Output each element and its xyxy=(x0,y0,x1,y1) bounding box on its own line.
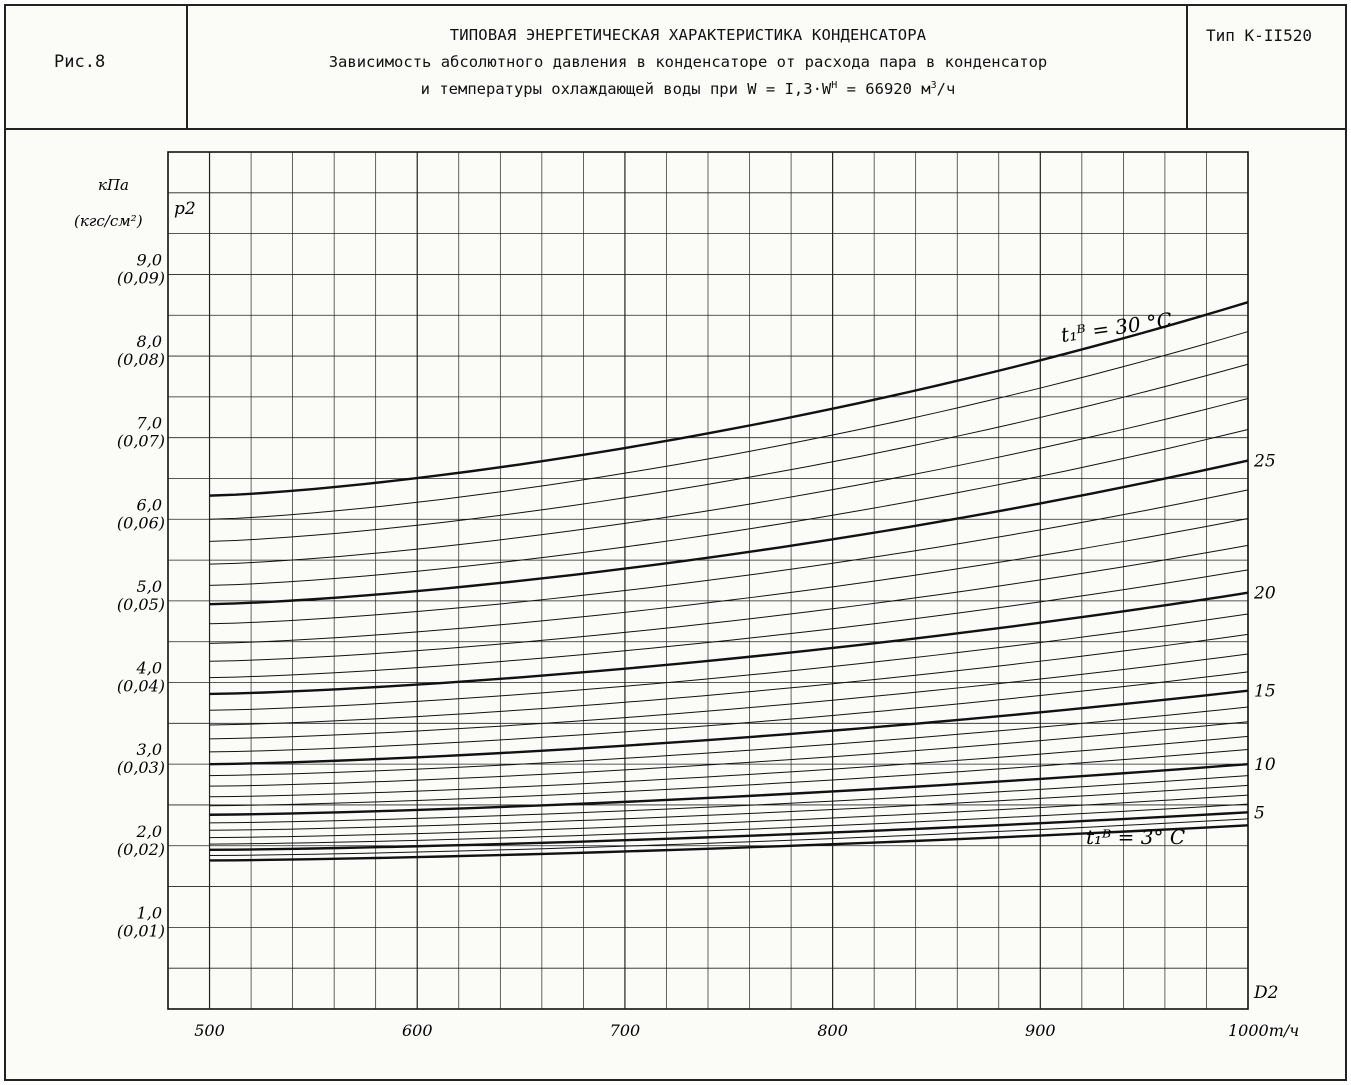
series-line-t21 xyxy=(209,569,1249,679)
series-line-t23 xyxy=(209,517,1249,644)
series-line-t7 xyxy=(209,794,1249,839)
series-line-t3 xyxy=(209,824,1249,862)
series-line-t17 xyxy=(209,653,1249,740)
type-label-cell: Тип К-II520 xyxy=(1188,6,1345,128)
title-line-3: и температуры охлаждающей воды при W = I… xyxy=(188,80,1188,98)
y-tick-sublabel: (0,01) xyxy=(117,921,165,940)
title-block: Рис.8 ТИПОВАЯ ЭНЕРГЕТИЧЕСКАЯ ХАРАКТЕРИСТ… xyxy=(6,6,1345,130)
y-tick-label: 7,0 xyxy=(137,414,162,433)
series-line-t12 xyxy=(209,735,1249,798)
series-line-t10 xyxy=(209,762,1249,816)
y-tick-label: 9,0 xyxy=(137,250,162,269)
y-tick-sublabel: (0,03) xyxy=(117,758,165,777)
y-unit-label-1: кПа xyxy=(98,176,129,194)
series-line-t14 xyxy=(209,706,1249,777)
line-end-label: 25 xyxy=(1253,452,1276,472)
series-line-t6 xyxy=(209,803,1249,845)
line-end-label: 10 xyxy=(1254,755,1276,775)
y-tick-sublabel: (0,04) xyxy=(117,677,165,696)
figure-label-cell: Рис.8 xyxy=(6,6,188,128)
series-group xyxy=(209,301,1249,862)
title-line-3-sup: Н xyxy=(831,80,838,91)
series-line-t29 xyxy=(209,331,1249,520)
y-tick-sublabel: (0,08) xyxy=(117,350,165,369)
title-line-2: Зависимость абсолютного давления в конде… xyxy=(328,53,1048,71)
series-line-t11 xyxy=(209,748,1249,807)
title-line-1: ТИПОВАЯ ЭНЕРГЕТИЧЕСКАЯ ХАРАКТЕРИСТИКА КО… xyxy=(449,26,927,44)
series-line-t18 xyxy=(209,633,1249,726)
series-line-t28 xyxy=(209,363,1249,542)
series-line-t9 xyxy=(209,775,1249,824)
y-tick-label: 3,0 xyxy=(137,740,162,759)
x-tick-label: 900 xyxy=(1025,1021,1056,1040)
y-unit-label-2: (кгс/см²) xyxy=(74,212,143,230)
y-tick-sublabel: (0,05) xyxy=(117,595,165,614)
series-line-t15 xyxy=(209,689,1249,766)
line-end-label: 5 xyxy=(1254,803,1265,823)
x-tick-label: 500 xyxy=(194,1021,225,1040)
y-tick-label: 6,0 xyxy=(137,495,162,514)
x-tick-label: 1000т/ч xyxy=(1228,1021,1299,1040)
title-line-3-post: /ч xyxy=(936,80,956,99)
y-tick-sublabel: (0,02) xyxy=(117,840,165,859)
y-tick-sublabel: (0,07) xyxy=(117,432,165,451)
x-tick-label: 700 xyxy=(610,1021,641,1040)
y-tick-labels: 1,0(0,01)2,0(0,02)3,0(0,03)4,0(0,04)5,0(… xyxy=(117,250,165,940)
line-end-label: 15 xyxy=(1254,682,1276,702)
y-tick-label: 8,0 xyxy=(137,332,162,351)
grid xyxy=(168,152,1248,1009)
type-label: Тип К-II520 xyxy=(1206,26,1312,45)
series-line-t8 xyxy=(209,784,1249,831)
title-line-3-mid: = 66920 м xyxy=(837,80,931,99)
series-line-t25 xyxy=(209,459,1249,606)
series-line-t20 xyxy=(209,591,1249,696)
series-line-t19 xyxy=(209,613,1249,711)
series-line-t26 xyxy=(209,429,1249,586)
x-tick-label: 800 xyxy=(817,1021,848,1040)
title-line-3-pre: и температуры охлаждающей воды при W = I… xyxy=(420,80,832,99)
series-line-t4 xyxy=(209,818,1249,857)
y-tick-label: 5,0 xyxy=(137,577,162,596)
x-tick-labels: 500 600 700 800 900 1000т/ч xyxy=(194,1021,1299,1040)
y-tick-label: 1,0 xyxy=(137,903,162,922)
x-tick-label: 600 xyxy=(402,1021,433,1040)
series-line-t5 xyxy=(209,811,1249,852)
series-line-t27 xyxy=(209,398,1249,565)
series-line-t30 xyxy=(209,301,1249,497)
y-tick-sublabel: (0,09) xyxy=(117,268,165,287)
series-line-t22 xyxy=(209,544,1249,662)
y-tick-label: 4,0 xyxy=(136,659,162,678)
title-cell: ТИПОВАЯ ЭНЕРГЕТИЧЕСКАЯ ХАРАКТЕРИСТИКА КО… xyxy=(188,6,1188,128)
title-line-3-sup2: 3 xyxy=(930,80,937,91)
series-line-t13 xyxy=(209,721,1249,787)
x-axis-label: D2 xyxy=(1253,983,1278,1003)
y-axis-label: p2 xyxy=(174,199,196,219)
series-line-t24 xyxy=(209,489,1249,625)
y-tick-label: 2,0 xyxy=(136,822,162,841)
series-line-t16 xyxy=(209,671,1249,753)
figure-label: Рис.8 xyxy=(54,52,106,72)
series-annotation: t₁ᴮ = 3° C xyxy=(1086,825,1185,849)
y-tick-sublabel: (0,06) xyxy=(117,513,165,532)
line-end-label: 20 xyxy=(1253,584,1276,604)
